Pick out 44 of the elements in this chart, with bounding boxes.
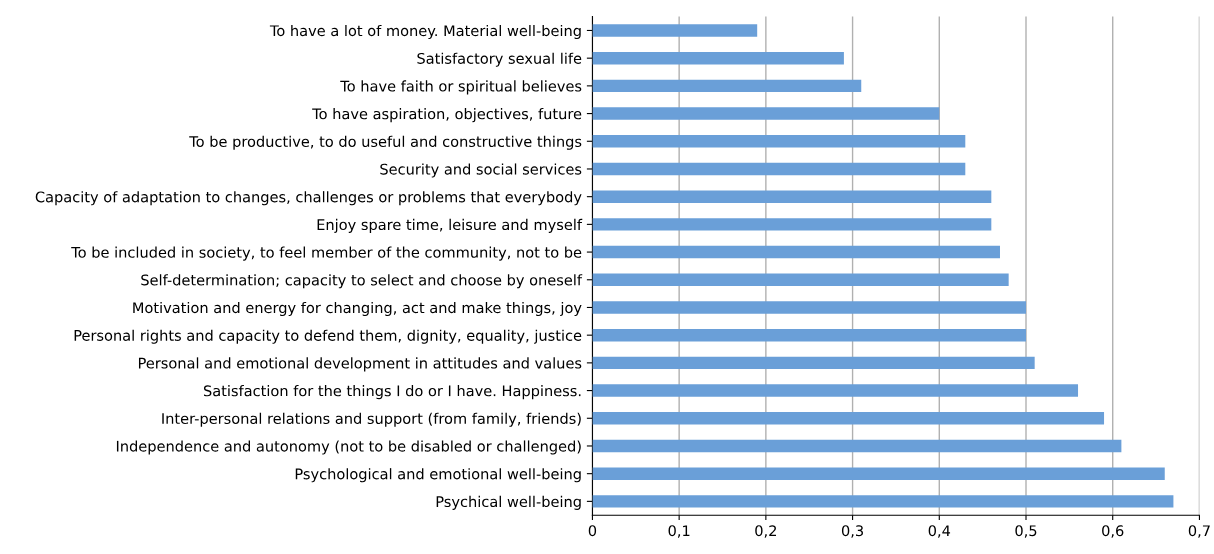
bar: [592, 384, 1079, 397]
bar: [592, 24, 758, 37]
bar: [592, 135, 966, 148]
x-tick-label: 0,3: [841, 525, 863, 538]
bar: [592, 107, 940, 120]
bar: [592, 162, 966, 176]
y-tick-label: To have a lot of money. Material well-being: [269, 24, 581, 40]
y-tick-label: Motivation and energy for changing, act and make things, joy: [133, 301, 582, 317]
y-tick-label: To have aspiration, objectives, future: [312, 108, 582, 123]
bar: [592, 245, 1000, 259]
x-tick-label: 0,6: [1102, 525, 1124, 538]
x-tick-label: 0,1: [668, 525, 690, 538]
x-tick-label: 0,7: [1188, 525, 1210, 538]
bar: [592, 218, 992, 231]
y-tick-label: Personal and emotional development in attitudes and values: [138, 357, 582, 372]
y-tick-label: Psychological and emotional well-being: [295, 468, 581, 483]
y-tick-label: To have faith or spiritual believes: [340, 80, 582, 95]
y-tick-label: Psychical well-being: [436, 495, 581, 510]
bar: [592, 328, 1026, 342]
bar: [592, 190, 992, 203]
x-tick-label: 0,4: [928, 525, 951, 538]
bar: [592, 51, 844, 65]
x-tick-label: 0,5: [1015, 525, 1037, 538]
y-tick-label: Capacity of adaptation to changes, challenges or problems that everybody: [35, 191, 582, 206]
y-tick-label: Satisfaction for the things I do or I have. Happiness.: [203, 385, 581, 400]
y-tick-label: Inter-personal relations and support (from family, friends): [162, 412, 581, 427]
bar: [592, 467, 1165, 480]
y-tick-label: To be included in society, to feel member of the community, not to be: [71, 246, 582, 261]
y-tick-label: Personal rights and capacity to defend them, dignity, equality, justice: [74, 329, 582, 344]
y-tick-label: To be productive, to do useful and constructive things: [189, 135, 582, 150]
x-tick-label: 0,2: [755, 525, 776, 538]
bar: [592, 301, 1026, 314]
bar: [592, 495, 1174, 508]
bar: [592, 356, 1035, 370]
bar: [592, 412, 1105, 425]
y-tick-label: Self-determination; capacity to select and choose by oneself: [141, 274, 583, 289]
y-tick-label: Enjoy spare time, leisure and myself: [317, 218, 583, 233]
y-tick-label: Security and social services: [380, 163, 582, 178]
x-tick-label: 0: [588, 525, 597, 537]
y-tick-label: Satisfactory sexual life: [417, 52, 582, 67]
bar: [592, 439, 1122, 453]
bar: [592, 273, 1009, 286]
bar: [592, 79, 862, 93]
y-tick-label: Independence and autonomy (not to be disabled or challenged): [116, 440, 581, 455]
